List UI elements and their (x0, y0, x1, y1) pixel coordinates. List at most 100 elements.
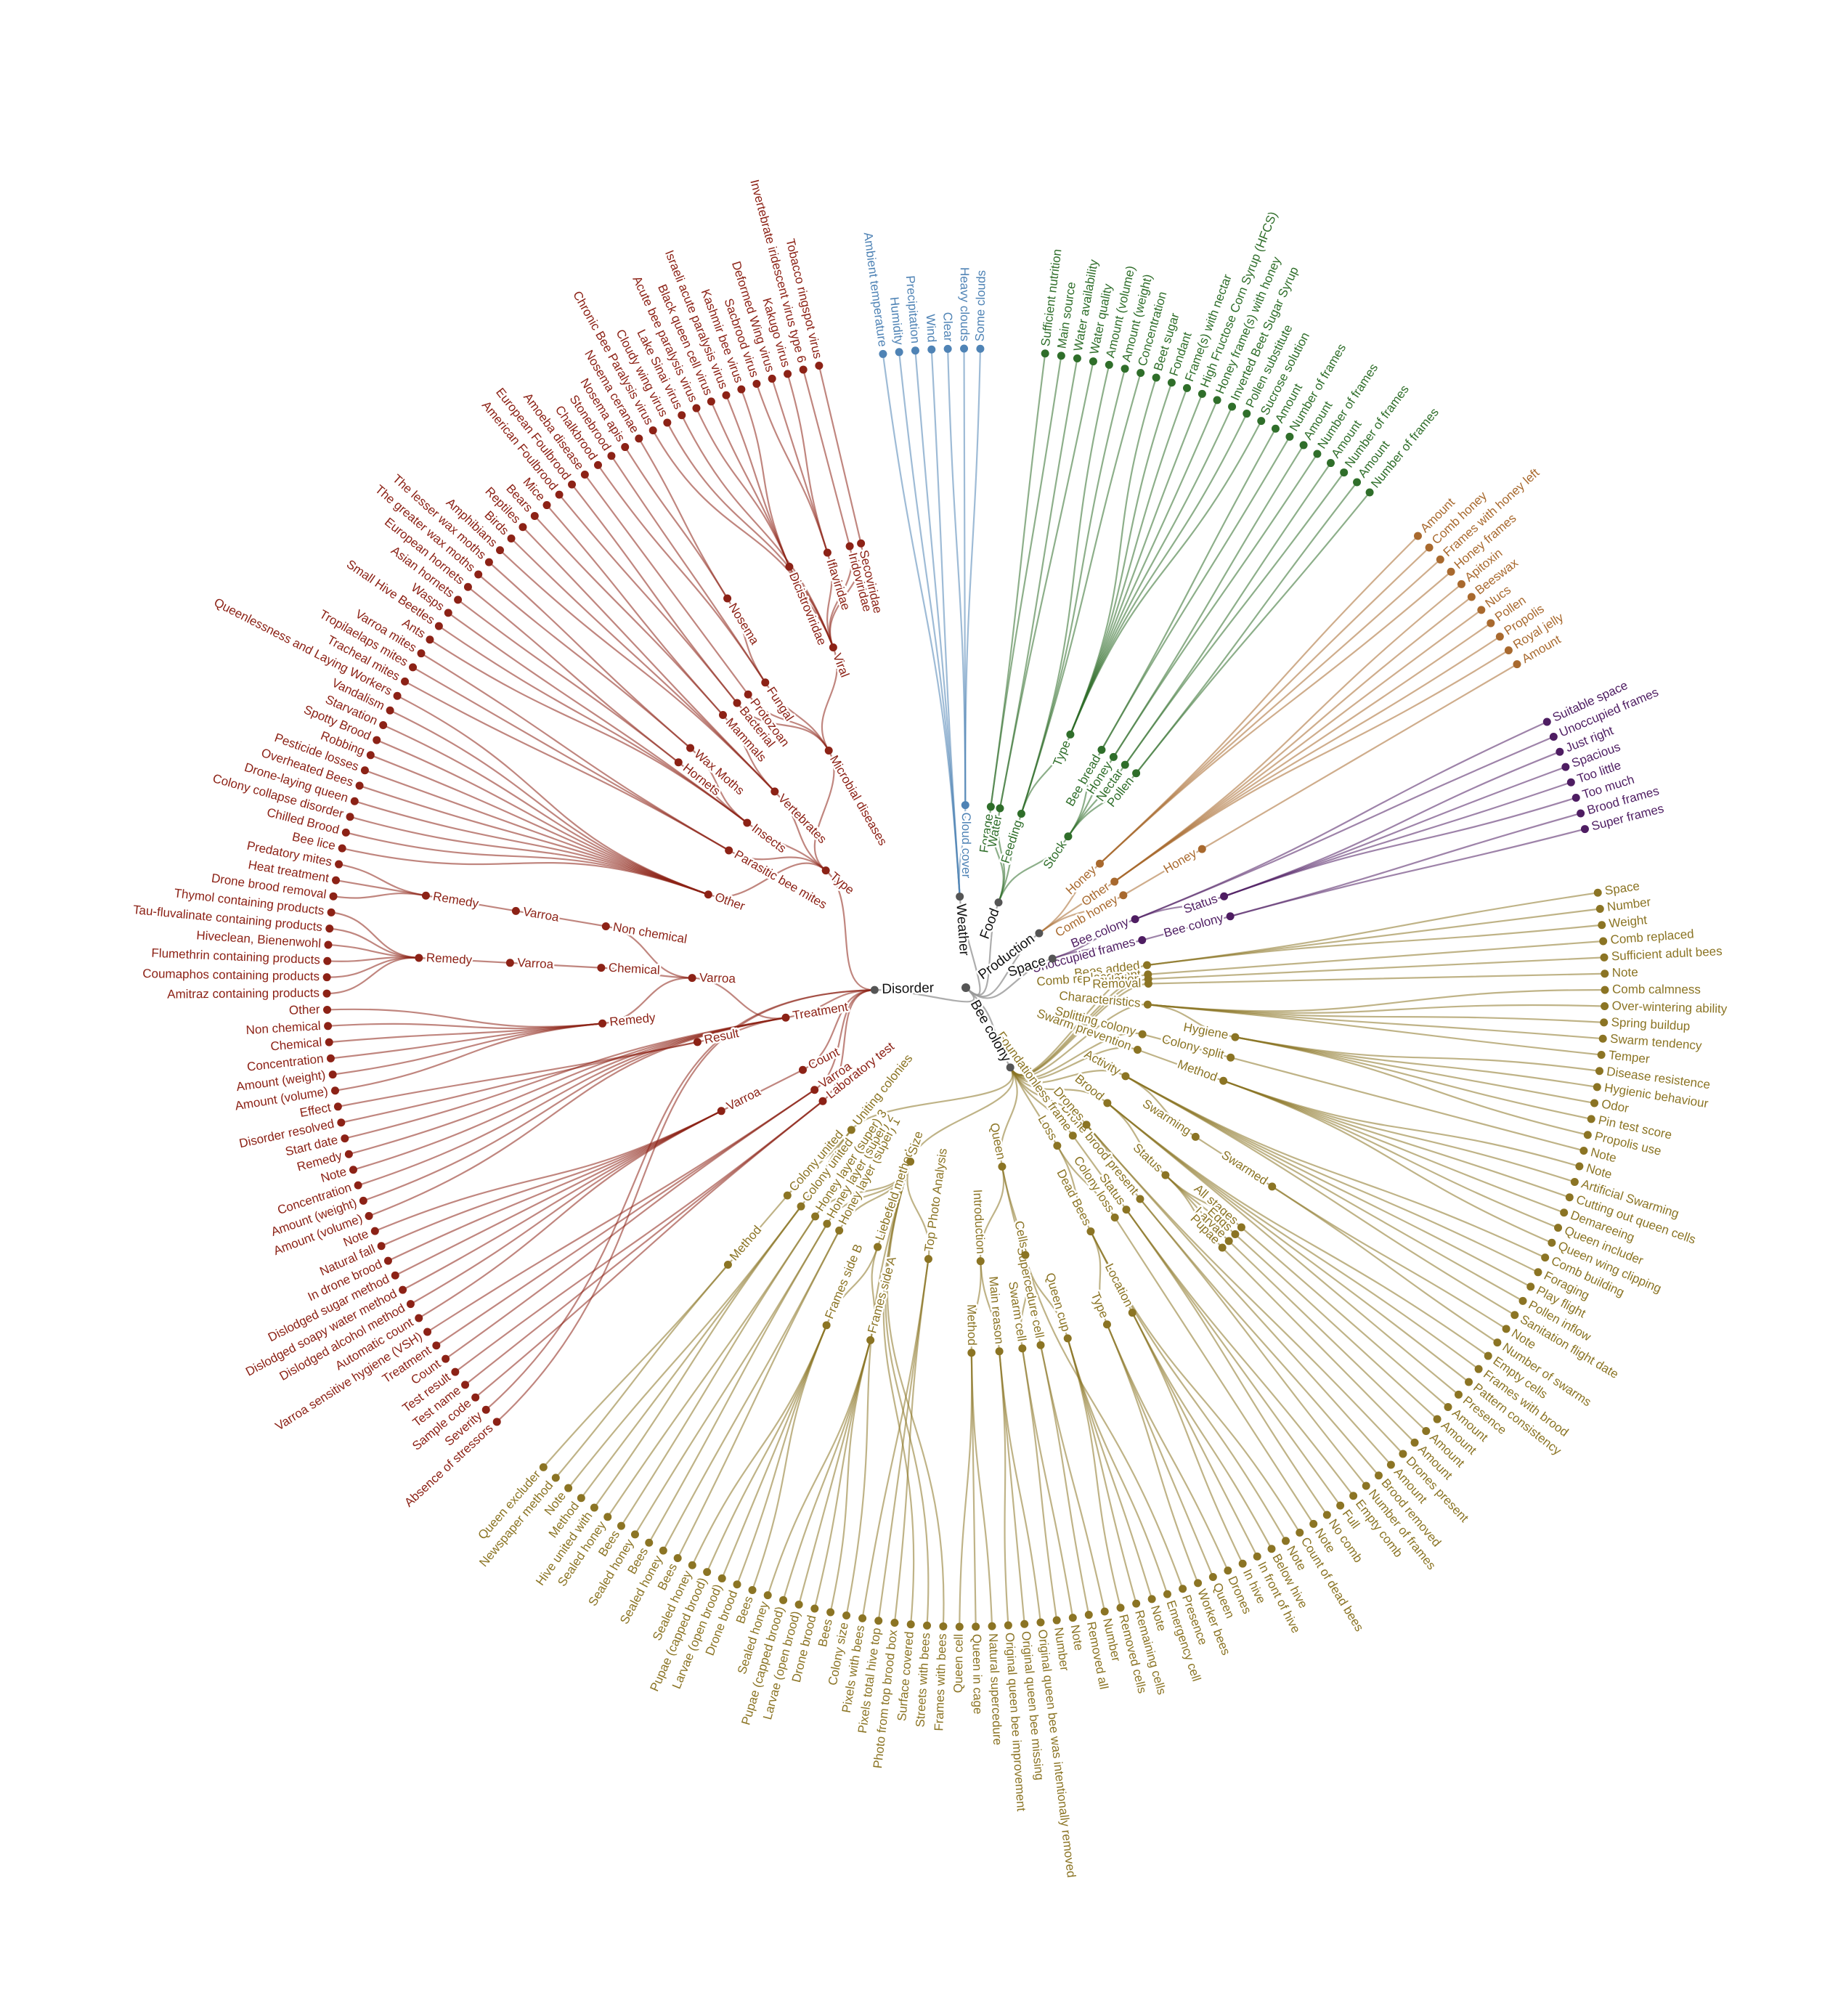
node-label: Location (1102, 1261, 1136, 1309)
node (1257, 417, 1266, 426)
node (1197, 845, 1206, 853)
node-label: Main reason (986, 1276, 1007, 1345)
node (1017, 809, 1025, 818)
node (1577, 809, 1585, 818)
node-label: Stock (1041, 838, 1070, 871)
node-label: Chemical (608, 961, 660, 977)
link (1069, 387, 1188, 735)
link (997, 836, 1069, 903)
node (415, 1314, 423, 1322)
link (1134, 895, 1224, 920)
node (858, 1614, 867, 1622)
node (1136, 1195, 1144, 1203)
node (1132, 769, 1141, 778)
node (986, 802, 995, 811)
node-label: Varroa (517, 956, 554, 972)
node (417, 649, 426, 658)
node (519, 523, 527, 532)
link (1148, 956, 1605, 980)
node (1349, 1492, 1358, 1500)
node (434, 622, 443, 630)
link (1142, 915, 1231, 941)
link (1107, 1102, 1479, 1370)
node (481, 1405, 490, 1414)
link (1001, 1166, 1184, 1590)
node (399, 1285, 407, 1294)
link (1113, 453, 1318, 757)
link (1020, 373, 1142, 814)
node (923, 1621, 932, 1630)
node (1566, 778, 1575, 787)
node (1487, 619, 1495, 627)
branch-label: Food (977, 906, 1003, 941)
node (1541, 1253, 1550, 1262)
link (368, 1017, 786, 1217)
node (329, 892, 338, 901)
node (337, 1118, 346, 1127)
node (967, 1349, 976, 1357)
node (1484, 1352, 1492, 1360)
node (811, 1212, 820, 1221)
link (720, 1069, 803, 1112)
link (785, 989, 875, 1019)
link (1147, 1004, 1602, 1056)
node (373, 736, 381, 744)
node (1282, 1537, 1290, 1545)
node (324, 940, 333, 949)
link (1052, 939, 1143, 960)
link (1235, 1233, 1438, 1420)
node (328, 1070, 337, 1079)
leaf-label: Queen cell (951, 1634, 966, 1693)
node (1138, 936, 1147, 945)
node (781, 1013, 790, 1022)
link (1020, 368, 1126, 814)
node-label: Type (827, 869, 856, 897)
node (365, 1211, 373, 1220)
link (606, 925, 693, 979)
node (744, 690, 752, 699)
node (663, 418, 672, 427)
leaf-label: Other (289, 1002, 320, 1017)
link (402, 1110, 722, 1291)
node (1493, 1338, 1502, 1347)
node-label: Parasitic bee mites (732, 848, 829, 911)
link (677, 1229, 840, 1558)
link (999, 1351, 1009, 1626)
node (743, 818, 752, 827)
node (484, 558, 493, 566)
link (747, 694, 830, 752)
link (818, 365, 862, 544)
node (360, 766, 369, 775)
node (717, 1574, 726, 1582)
node (1231, 1033, 1240, 1041)
node (703, 1568, 712, 1577)
node (1425, 543, 1434, 552)
link (329, 927, 419, 959)
node (1073, 354, 1081, 362)
link (606, 1216, 816, 1518)
node (349, 1166, 357, 1174)
link (680, 415, 834, 648)
node (1477, 606, 1486, 614)
node (1457, 580, 1465, 588)
node (1526, 1283, 1535, 1291)
node-label: Type (1089, 1290, 1112, 1320)
node (432, 1341, 441, 1350)
link (1135, 492, 1370, 774)
node (415, 954, 423, 962)
node (1084, 1611, 1093, 1619)
link (601, 967, 693, 979)
node (1554, 1224, 1563, 1232)
link (1009, 1067, 1108, 1104)
link (611, 455, 766, 683)
node (723, 594, 732, 603)
node (598, 1019, 607, 1028)
node (1133, 1045, 1142, 1054)
link (447, 611, 748, 824)
link (764, 682, 830, 752)
node (346, 813, 354, 821)
node (568, 480, 577, 489)
node (688, 1561, 696, 1569)
node (1399, 1450, 1407, 1458)
link (861, 1259, 930, 1619)
